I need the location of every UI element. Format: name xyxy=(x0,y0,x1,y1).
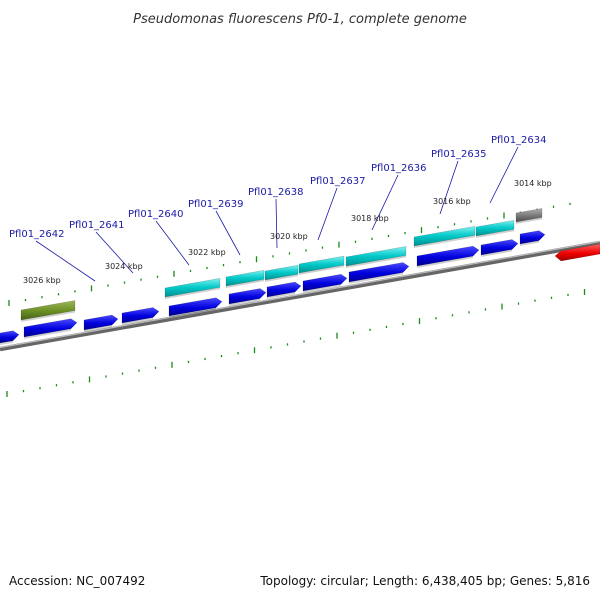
outer-tick-ring xyxy=(8,202,571,306)
feature-shadow xyxy=(84,325,112,332)
cds-arrow xyxy=(519,230,546,245)
feature-shadow xyxy=(229,298,260,306)
cds-arrow xyxy=(0,330,20,344)
gene-label[interactable]: Pfl01_2641 xyxy=(69,220,125,231)
feature-shadow xyxy=(299,265,344,275)
feature-shadow xyxy=(303,284,341,293)
highlighted-cds xyxy=(413,225,476,247)
inner-tick-ring xyxy=(6,288,586,397)
gene-label[interactable]: Pfl01_2636 xyxy=(371,163,427,174)
kbp-label: 3018 kbp xyxy=(351,214,389,223)
highlighted-cds xyxy=(298,255,345,274)
feature-shadow xyxy=(226,279,264,288)
highlighted-cds xyxy=(475,219,515,237)
leader-line xyxy=(489,146,519,204)
leader-line xyxy=(155,220,190,266)
feature-shadow xyxy=(516,217,542,224)
feature-shadow xyxy=(267,292,295,299)
feature-shadow xyxy=(265,274,298,282)
genome-stats-text: Topology: circular; Length: 6,438,405 bp… xyxy=(260,574,590,588)
cds-arrow xyxy=(302,274,348,292)
genome-backbone-highlight xyxy=(0,240,600,349)
leader-line xyxy=(275,198,278,249)
feature-shadow xyxy=(346,255,406,268)
kbp-label: 3014 kbp xyxy=(514,179,552,188)
leader-line xyxy=(35,240,96,282)
feature-shadow xyxy=(476,229,514,238)
feature-shadow xyxy=(414,235,475,248)
leader-line xyxy=(215,210,241,256)
feature-shadow xyxy=(481,249,512,257)
genome-backbone xyxy=(0,240,600,352)
feature-shadow xyxy=(0,340,13,345)
leader-line xyxy=(317,187,338,241)
cds-arrow xyxy=(168,297,223,317)
feature-shadow xyxy=(122,317,153,325)
leader-line xyxy=(371,174,399,231)
kbp-label: 3016 kbp xyxy=(433,197,471,206)
leader-line xyxy=(95,231,134,274)
cds-arrow xyxy=(228,288,267,305)
feature-shadow xyxy=(169,307,216,318)
feature-shadow xyxy=(21,310,75,322)
olive-feature xyxy=(20,300,76,321)
feature-shadow xyxy=(165,287,220,299)
cds-arrow xyxy=(121,307,160,324)
kbp-label: 3026 kbp xyxy=(23,276,61,285)
gray-feature xyxy=(515,208,543,223)
feature-shadow xyxy=(24,328,71,339)
kbp-label: 3020 kbp xyxy=(270,232,308,241)
cds-arrow xyxy=(348,262,410,283)
feature-shadow xyxy=(520,240,539,246)
highlighted-cds xyxy=(264,264,299,281)
gene-label[interactable]: Pfl01_2639 xyxy=(188,199,244,210)
cds-arrow xyxy=(480,239,519,256)
gene-label[interactable]: Pfl01_2637 xyxy=(310,176,366,187)
feature-shadow xyxy=(349,272,403,284)
cds-arrow xyxy=(23,318,78,338)
accession-text: Accession: NC_007492 xyxy=(9,574,146,588)
gene-label[interactable]: Pfl01_2638 xyxy=(248,187,304,198)
red-reverse-cds xyxy=(554,243,600,262)
gene-label[interactable]: Pfl01_2634 xyxy=(491,135,547,146)
map-title: Pseudomonas fluorescens Pf0-1, complete … xyxy=(133,12,467,27)
kbp-label: 3024 kbp xyxy=(105,262,143,271)
leader-line xyxy=(439,160,459,215)
highlighted-cds xyxy=(164,277,221,298)
highlighted-cds xyxy=(225,269,265,287)
cds-arrow xyxy=(266,281,302,298)
cds-arrow xyxy=(83,314,119,331)
kbp-label: 3022 kbp xyxy=(188,248,226,257)
label-leader-lines xyxy=(35,146,519,282)
gene-label[interactable]: Pfl01_2640 xyxy=(128,209,184,220)
highlighted-cds xyxy=(345,246,407,267)
gene-label[interactable]: Pfl01_2642 xyxy=(9,229,65,240)
gene-track xyxy=(0,208,600,345)
cds-arrow xyxy=(416,245,480,267)
feature-shadow xyxy=(417,256,473,268)
gene-label[interactable]: Pfl01_2635 xyxy=(431,149,487,160)
